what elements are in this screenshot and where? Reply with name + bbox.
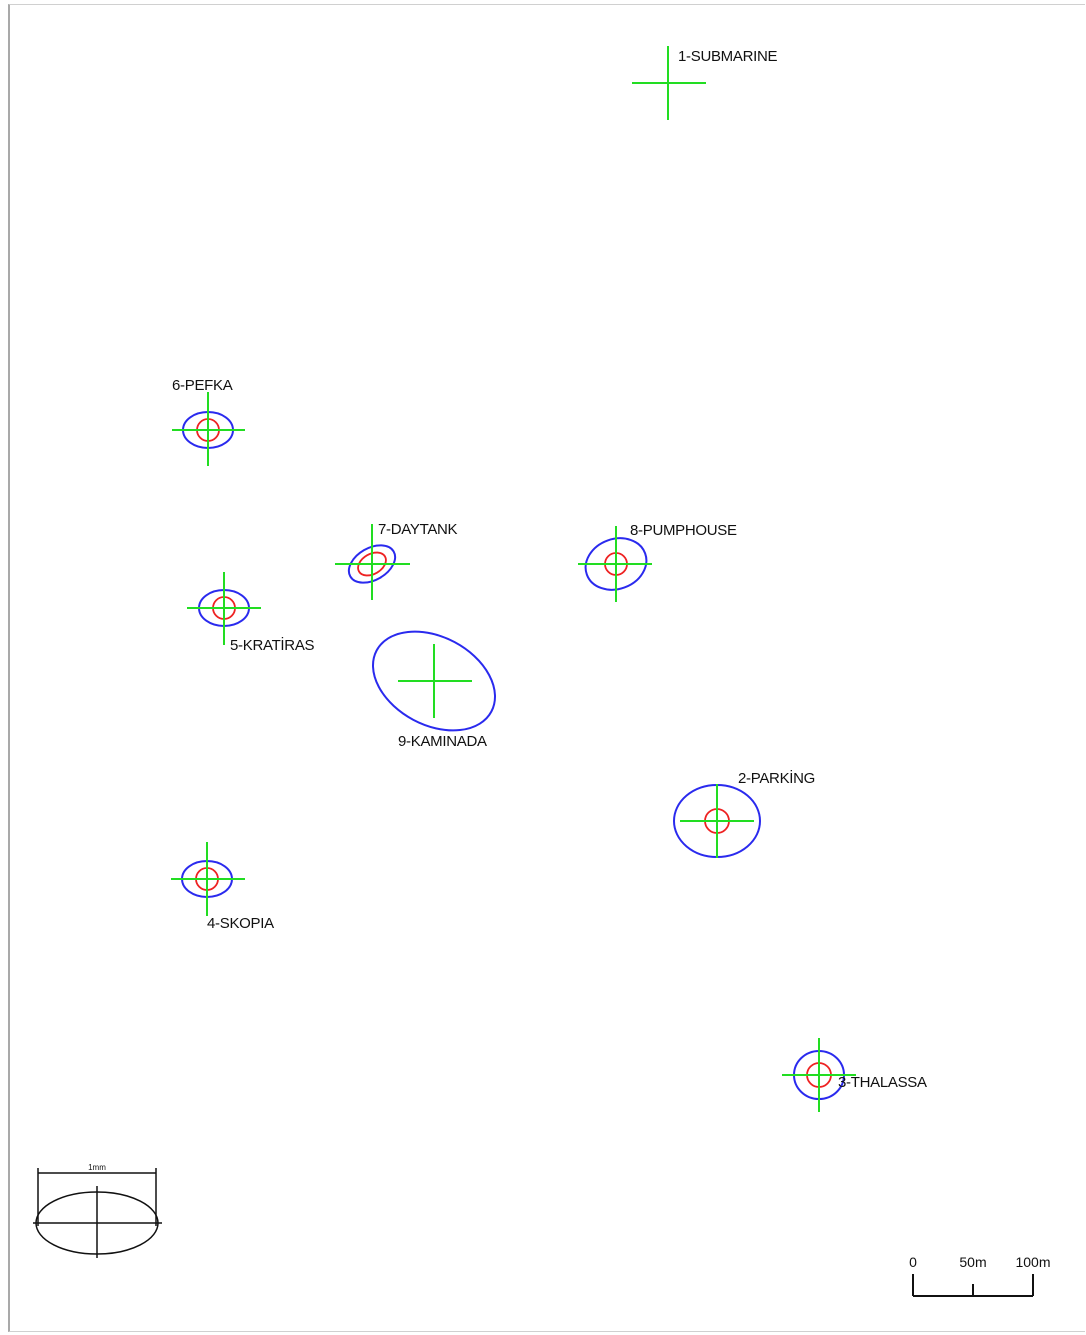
station-label: 7-DAYTANK <box>378 521 458 538</box>
station-label: 1-SUBMARINE <box>678 48 778 65</box>
ellipse-legend: 1mm <box>33 1163 162 1258</box>
station-label: 2-PARKİNG <box>738 769 815 787</box>
station-label: 4-SKOPIA <box>207 915 274 932</box>
error-ellipse <box>347 544 397 584</box>
station-label: 6-PEFKA <box>172 377 233 394</box>
station-daytank: 7-DAYTANK <box>335 521 458 600</box>
station-label: 9-KAMINADA <box>398 733 487 750</box>
inner-ellipse <box>357 551 387 577</box>
station-label: 3-THALASSA <box>838 1074 927 1091</box>
scale-label-100: 100m <box>1015 1254 1050 1270</box>
station-submarine: 1-SUBMARINE <box>632 46 778 120</box>
scale-label-0: 0 <box>909 1254 917 1270</box>
error-ellipse <box>584 537 648 591</box>
station-label: 8-PUMPHOUSE <box>630 522 737 539</box>
station-pefka: 6-PEFKA <box>172 377 245 466</box>
station-label: 5-KRATİRAS <box>230 636 315 654</box>
station-thalassa: 3-THALASSA <box>782 1038 927 1112</box>
station-parking: 2-PARKİNG <box>673 769 815 858</box>
station-kratiras: 5-KRATİRAS <box>187 572 315 654</box>
scale-label-50: 50m <box>959 1254 986 1270</box>
map-canvas <box>8 4 1085 1332</box>
station-kaminada: 9-KAMINADA <box>372 630 496 750</box>
legend-dimension-label: 1mm <box>88 1163 106 1172</box>
error-ellipse <box>372 630 496 732</box>
scale-bar: 0 50m 100m <box>909 1254 1051 1297</box>
station-skopia: 4-SKOPIA <box>171 842 274 932</box>
station-pumphouse: 8-PUMPHOUSE <box>578 522 737 602</box>
